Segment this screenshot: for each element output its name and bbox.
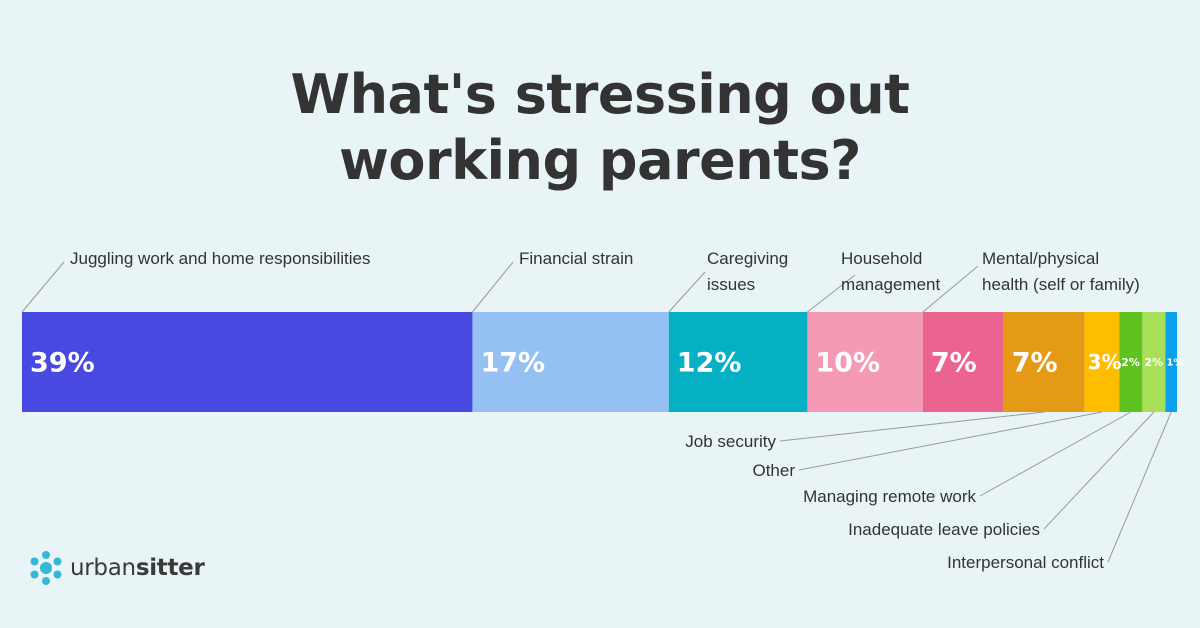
value-label-household-management: 10% [815, 348, 880, 379]
leader-line-financial-strain [472, 261, 514, 313]
bar-segment-job-security [1003, 312, 1085, 412]
leader-line-other [798, 411, 1103, 471]
bar-segment-household-management [807, 312, 923, 412]
category-label-inadequate-leave-policies: Inadequate leave policies [848, 520, 1040, 539]
bar-segment-other [1084, 312, 1120, 412]
bar-segment-mental-physical-health-self-or-family [922, 312, 1004, 412]
category-label-juggling-work-and-home-responsibilities: Juggling work and home responsibilities [70, 249, 371, 268]
bar-segment-caregiving-issues [668, 312, 808, 412]
bar-segment-managing-remote-work [1119, 312, 1143, 412]
category-label-other: Other [752, 461, 795, 480]
leader-line-caregiving-issues [668, 271, 706, 313]
category-label-job-security: Job security [685, 432, 776, 451]
category-label-financial-strain: Financial strain [519, 249, 633, 268]
logo-wordmark: urbansitter [70, 555, 205, 581]
bar-segment-juggling-work-and-home-responsibilities [22, 312, 473, 412]
bar-segment-interpersonal-conflict [1165, 312, 1177, 412]
value-label-interpersonal-conflict: 1% [1166, 358, 1183, 369]
value-label-caregiving-issues: 12% [677, 348, 742, 379]
bar-segment-inadequate-leave-policies [1142, 312, 1166, 412]
category-label-interpersonal-conflict: Interpersonal conflict [947, 553, 1104, 572]
bar-segment-financial-strain [472, 312, 669, 412]
value-label-job-security: 7% [1012, 348, 1058, 379]
category-label-household-management: Household management [841, 249, 941, 294]
leader-line-managing-remote-work [979, 411, 1132, 497]
logo-dots-icon [30, 551, 62, 585]
value-label-juggling-work-and-home-responsibilities: 39% [30, 348, 95, 379]
leader-line-mental-physical-health-self-or-family [922, 265, 979, 313]
category-label-caregiving-issues: Caregiving issues [707, 249, 788, 294]
brand-logo: urbansitter [28, 550, 205, 586]
category-label-managing-remote-work: Managing remote work [803, 487, 976, 506]
logo-word-2: sitter [135, 555, 205, 581]
category-label-mental-physical-health-self-or-family: Mental/physical health (self or family) [982, 249, 1140, 294]
leader-line-job-security [779, 411, 1045, 442]
value-label-other: 3% [1088, 350, 1122, 374]
leader-line-inadequate-leave-policies [1043, 411, 1155, 530]
leader-line-household-management [807, 274, 856, 313]
leader-line-juggling-work-and-home-responsibilities [21, 261, 65, 313]
value-label-mental-physical-health-self-or-family: 7% [931, 348, 977, 379]
logo-word-1: urban [70, 555, 136, 581]
chart-title-line-1: What's stressing out [290, 63, 911, 126]
value-label-inadequate-leave-policies: 2% [1144, 356, 1163, 369]
leader-line-interpersonal-conflict [1107, 411, 1172, 563]
chart-title: What's stressing out working parents? [0, 62, 1200, 194]
value-label-managing-remote-work: 2% [1121, 356, 1140, 369]
chart-title-line-2: working parents? [338, 129, 862, 192]
value-label-financial-strain: 17% [480, 348, 545, 379]
